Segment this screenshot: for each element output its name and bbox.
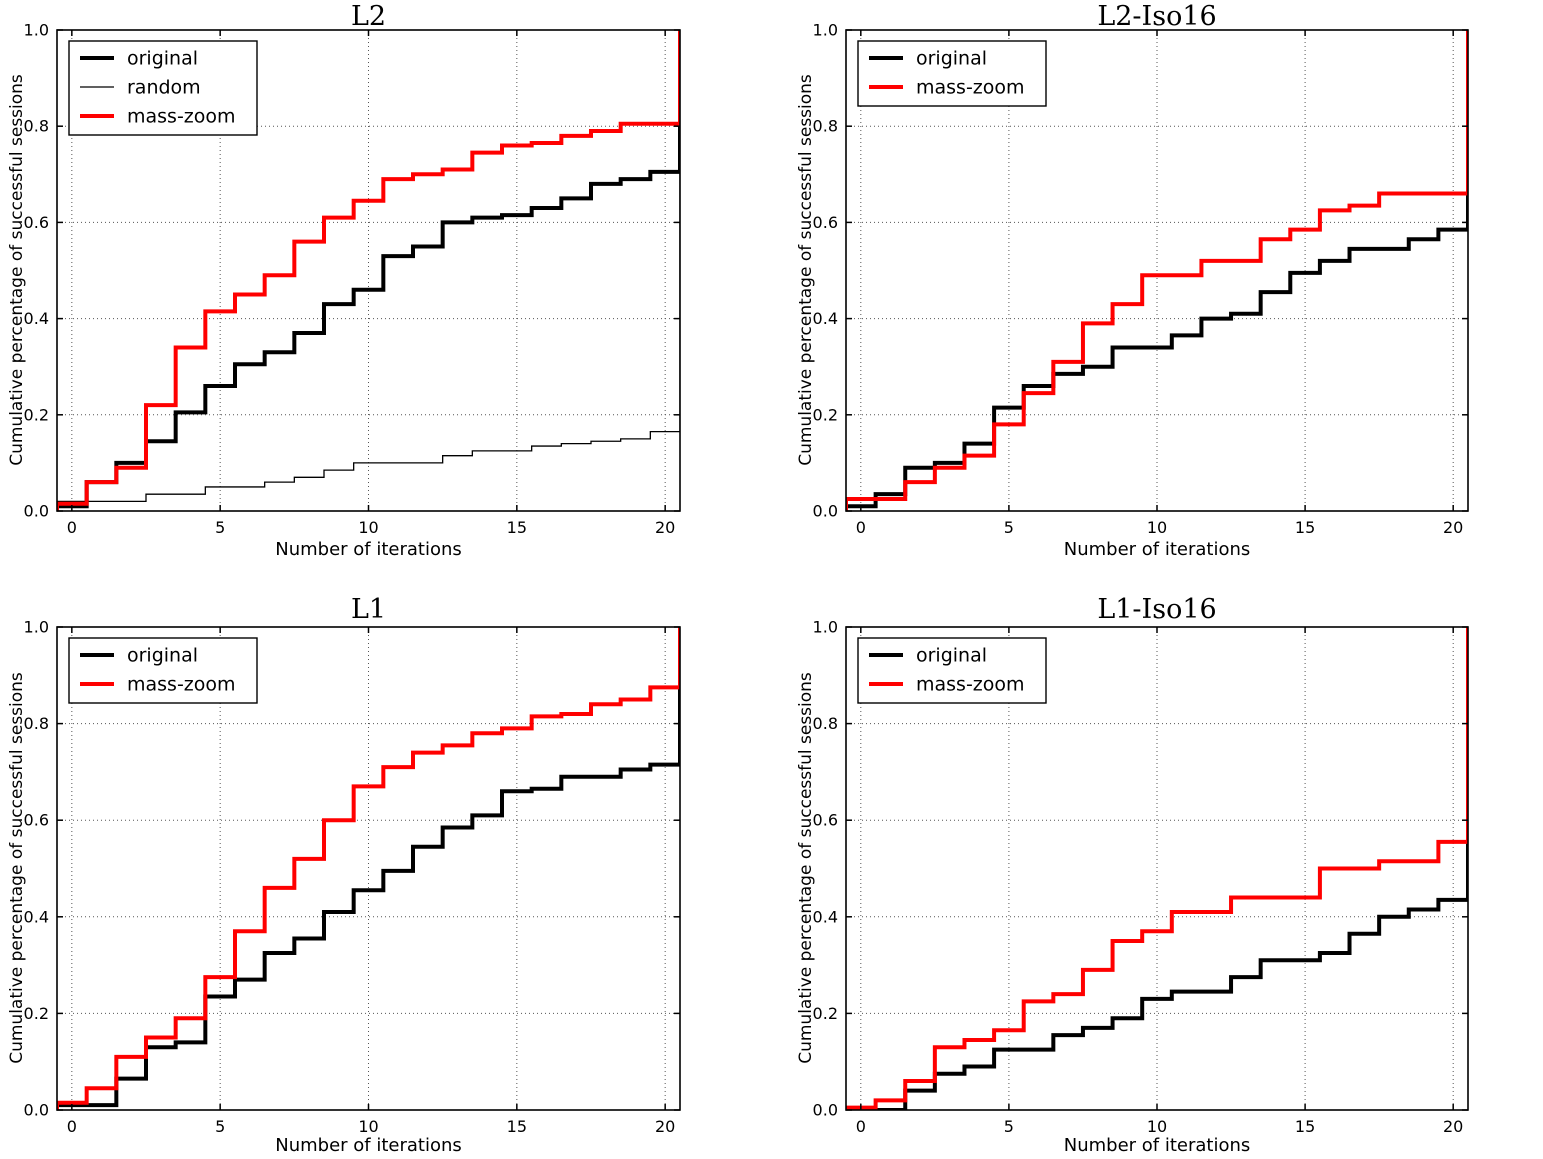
chart-title-l2-iso16: L2-Iso16 <box>1097 1 1217 32</box>
x-tick-label: 10 <box>1147 518 1167 537</box>
x-tick-label: 20 <box>1443 1117 1463 1136</box>
y-tick-label: 1.0 <box>813 21 838 40</box>
x-axis-label: Number of iterations <box>275 539 462 560</box>
x-tick-label: 15 <box>507 1117 527 1136</box>
series-line-random <box>57 30 680 511</box>
y-tick-label: 0.0 <box>813 1101 838 1120</box>
x-tick-label: 5 <box>1004 518 1014 537</box>
x-tick-label: 20 <box>1443 518 1463 537</box>
x-tick-label: 5 <box>215 518 225 537</box>
y-tick-label: 1.0 <box>24 21 49 40</box>
legend-box <box>857 40 1047 107</box>
y-tick-label: 0.8 <box>813 714 838 733</box>
y-tick-label: 1.0 <box>813 618 838 637</box>
y-tick-label: 0.8 <box>24 714 49 733</box>
legend-label-original: original <box>916 48 987 70</box>
y-tick-label: 0.4 <box>813 907 838 926</box>
legend-box <box>857 637 1047 704</box>
y-tick-label: 1.0 <box>24 618 49 637</box>
legend-label-mass-zoom: mass-zoom <box>916 77 1025 99</box>
subplot-l2-iso16: 0 5 10 15 20 0.0 0.2 0.4 0.6 0.8 1.0 original mass-z… <box>813 21 1469 537</box>
legend-label-random: random <box>127 77 201 99</box>
series-line-mass-zoom <box>846 627 1468 1110</box>
chart-title-l1-iso16: L1-Iso16 <box>1097 594 1217 625</box>
subplot-l2: 0 5 10 15 20 0.0 0.2 0.4 0.6 0.8 1.0 original random… <box>24 21 681 537</box>
y-axis-label: Cumulative percentage of successful sess… <box>796 74 816 466</box>
x-tick-label: 0 <box>67 518 77 537</box>
y-tick-label: 0.8 <box>813 117 838 136</box>
x-tick-label: 20 <box>655 1117 675 1136</box>
y-tick-label: 0.2 <box>24 1004 49 1023</box>
legend-box <box>68 637 258 704</box>
y-tick-label: 0.6 <box>813 811 838 830</box>
y-tick-label: 0.6 <box>813 213 838 232</box>
y-tick-label: 0.0 <box>813 502 838 521</box>
subplot-l1-iso16: 0 5 10 15 20 0.0 0.2 0.4 0.6 0.8 1.0 original mass-z… <box>813 618 1469 1136</box>
x-axis-label: Number of iterations <box>1063 539 1251 560</box>
series-line-mass-zoom <box>57 30 680 511</box>
y-axis-label: Cumulative percentage of successful sess… <box>796 672 816 1064</box>
series-line-original <box>57 627 680 1110</box>
legend-label-mass-zoom: mass-zoom <box>127 106 236 128</box>
subplot-l1: 0 5 10 15 20 0.0 0.2 0.4 0.6 0.8 1.0 original mass-z… <box>24 618 681 1136</box>
y-tick-label: 0.0 <box>24 502 49 521</box>
series-line-mass-zoom <box>57 627 680 1110</box>
series-line-original <box>57 30 680 511</box>
y-tick-label: 0.6 <box>24 213 49 232</box>
chart-title-l1: L1 <box>350 594 387 625</box>
legend-label-original: original <box>127 48 198 70</box>
x-tick-label: 10 <box>358 518 378 537</box>
series-line-original <box>846 30 1468 511</box>
series-line-original <box>846 627 1468 1110</box>
y-tick-label: 0.4 <box>813 309 838 328</box>
y-axis-label: Cumulative percentage of successful sess… <box>7 672 27 1064</box>
x-tick-label: 0 <box>856 1117 866 1136</box>
series-line-mass-zoom <box>846 30 1468 511</box>
x-tick-label: 15 <box>507 518 527 537</box>
y-tick-label: 0.4 <box>24 309 49 328</box>
x-tick-label: 5 <box>215 1117 225 1136</box>
x-tick-label: 15 <box>1295 1117 1315 1136</box>
x-axis-label: Number of iterations <box>275 1135 462 1156</box>
x-tick-label: 10 <box>1147 1117 1167 1136</box>
x-tick-label: 5 <box>1004 1117 1014 1136</box>
legend-label-mass-zoom: mass-zoom <box>916 674 1025 696</box>
y-tick-label: 0.4 <box>24 907 49 926</box>
chart-title-l2: L2 <box>350 1 387 32</box>
x-tick-label: 15 <box>1295 518 1315 537</box>
legend-label-mass-zoom: mass-zoom <box>127 674 236 696</box>
y-tick-label: 0.6 <box>24 811 49 830</box>
y-tick-label: 0.2 <box>813 1004 838 1023</box>
x-tick-label: 20 <box>655 518 675 537</box>
x-tick-label: 10 <box>358 1117 378 1136</box>
legend-label-original: original <box>127 645 198 667</box>
y-axis-label: Cumulative percentage of successful sess… <box>7 74 27 466</box>
x-tick-label: 0 <box>67 1117 77 1136</box>
y-tick-label: 0.8 <box>24 117 49 136</box>
y-tick-label: 0.0 <box>24 1101 49 1120</box>
y-tick-label: 0.2 <box>813 405 838 424</box>
legend-label-original: original <box>916 645 987 667</box>
y-tick-label: 0.2 <box>24 405 49 424</box>
x-axis-label: Number of iterations <box>1063 1135 1251 1156</box>
x-tick-label: 0 <box>856 518 866 537</box>
